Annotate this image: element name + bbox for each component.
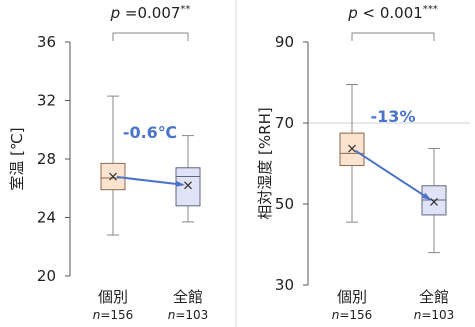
y-tick-label: 20 xyxy=(37,267,56,285)
y-tick-label: 30 xyxy=(275,276,294,294)
mean-marker xyxy=(348,144,356,153)
box-1 xyxy=(339,84,365,223)
y-tick-label: 28 xyxy=(37,150,56,168)
sample-size-label: n=103 xyxy=(414,308,455,322)
significance-bracket xyxy=(351,32,435,41)
significance-label: p =0.007** xyxy=(110,4,191,22)
category-label: 全館 xyxy=(173,288,203,306)
significance-label: p < 0.001*** xyxy=(347,4,438,22)
sample-size-label: n=103 xyxy=(168,308,209,322)
arrow-head xyxy=(422,192,432,201)
difference-label: -13% xyxy=(371,107,416,126)
mean-marker xyxy=(184,181,192,190)
significance-bracket xyxy=(112,32,189,41)
arrow-head xyxy=(175,180,186,187)
difference-label: -0.6℃ xyxy=(123,123,177,142)
box-2 xyxy=(421,148,447,254)
category-label: 個別 xyxy=(98,288,128,306)
mean-change-arrow xyxy=(354,149,430,200)
box-iqr xyxy=(175,167,201,207)
box-2 xyxy=(175,135,201,223)
y-tick-label: 32 xyxy=(37,92,56,110)
y-tick-label: 50 xyxy=(275,195,294,213)
chart-panel-2: 90 70 50 30 相対湿度 [%RH] 個別 n=156 全館 n=103 -13% p < … xyxy=(256,4,470,322)
mean-marker xyxy=(430,198,438,206)
mean-marker xyxy=(109,172,117,181)
chart-panel-1: 36 32 28 24 20 室温 [℃] 個別 n=156 全館 n=103 -0.6℃ p =0.… xyxy=(8,4,208,322)
y-tick-label: 70 xyxy=(275,114,294,132)
y-tick-label: 36 xyxy=(37,33,56,51)
mean-change-arrow xyxy=(116,176,183,186)
sample-size-label: n=156 xyxy=(93,308,134,322)
y-axis-label: 室温 [℃] xyxy=(8,127,26,190)
y-axis-label: 相対湿度 [%RH] xyxy=(256,107,274,219)
box-1 xyxy=(100,95,126,236)
y-tick-label: 90 xyxy=(275,33,294,51)
sample-size-label: n=156 xyxy=(332,308,373,322)
category-label: 全館 xyxy=(419,288,449,306)
category-label: 個別 xyxy=(337,288,367,306)
y-tick-label: 24 xyxy=(37,209,56,227)
